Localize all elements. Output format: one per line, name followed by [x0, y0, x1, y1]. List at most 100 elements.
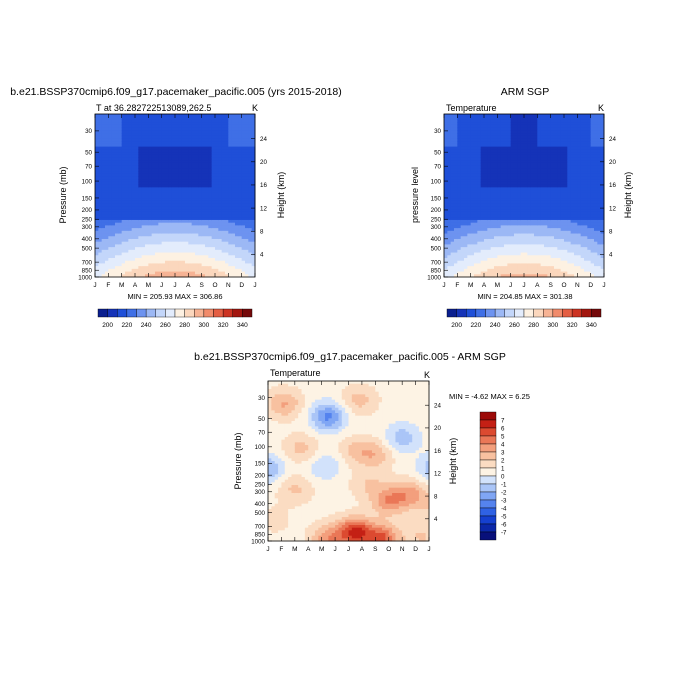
contour-cell: [175, 222, 179, 226]
contour-cell: [534, 222, 538, 226]
contour-cell: [510, 114, 515, 118]
contour-cell: [447, 114, 452, 118]
contour-cell: [510, 209, 515, 213]
contour-cell: [484, 154, 488, 158]
contour-cell: [198, 190, 203, 194]
contour-cell: [95, 138, 99, 142]
contour-cell: [195, 263, 199, 267]
contour-cell: [500, 176, 505, 180]
contour-cell: [151, 135, 156, 139]
contour-cell: [550, 238, 555, 243]
contour-cell: [225, 228, 229, 232]
contour-cell: [474, 219, 478, 224]
contour-cell: [504, 133, 508, 137]
contour-cell: [171, 130, 176, 134]
contour-cell: [228, 176, 233, 180]
contour-cell: [537, 141, 542, 145]
contour-cell: [135, 135, 139, 139]
contour-cell: [125, 263, 129, 267]
contour-cell: [487, 241, 492, 245]
contour-cell: [507, 222, 512, 226]
contour-cell: [121, 165, 126, 169]
contour-cell: [241, 241, 246, 245]
contour-cell: [218, 274, 223, 278]
contour-cell: [105, 217, 109, 221]
contour-cell: [145, 168, 149, 172]
contour-cell: [494, 176, 498, 180]
contour-cell: [131, 195, 136, 199]
contour-cell: [470, 141, 475, 145]
contour-cell: [128, 222, 133, 226]
contour-cell: [507, 173, 512, 177]
contour-cell: [188, 114, 193, 118]
contour-cell: [500, 214, 505, 218]
contour-cell: [527, 157, 532, 161]
contour-cell: [155, 274, 159, 278]
contour-cell: [245, 168, 249, 172]
contour-cell: [497, 160, 502, 164]
contour-cell: [474, 143, 478, 148]
contour-cell: [138, 165, 143, 169]
contour-cell: [98, 198, 103, 202]
contour-cell: [245, 114, 249, 118]
contour-cell: [507, 116, 512, 120]
contour-cell: [484, 209, 488, 213]
contour-cell: [205, 192, 209, 196]
contour-cell: [165, 233, 169, 237]
contour-cell: [514, 146, 518, 150]
contour-cell: [514, 263, 518, 267]
contour-cell: [550, 141, 555, 145]
contour-cell: [135, 157, 139, 161]
contour-cell: [181, 138, 186, 142]
contour-cell: [131, 152, 136, 156]
contour-cell: [138, 157, 143, 161]
contour-cell: [131, 192, 136, 196]
contour-cell: [514, 209, 518, 213]
contour-cell: [131, 211, 136, 216]
contour-cell: [470, 257, 475, 262]
contour-cell: [248, 260, 253, 264]
contour-cell: [550, 222, 555, 226]
contour-cell: [514, 249, 518, 254]
contour-cell: [208, 179, 213, 183]
contour-cell: [248, 271, 253, 275]
contour-cell: [108, 252, 113, 256]
contour-cell: [514, 247, 518, 251]
contour-cell: [550, 130, 555, 134]
contour-cell: [550, 257, 555, 262]
contour-cell: [168, 209, 173, 213]
contour-cell: [125, 127, 129, 131]
contour-cell: [517, 195, 522, 199]
contour-cell: [185, 257, 189, 262]
contour-cell: [554, 119, 558, 123]
contour-cell: [185, 236, 189, 240]
contour-cell: [540, 268, 545, 273]
contour-cell: [198, 255, 203, 259]
contour-cell: [467, 149, 472, 153]
contour-cell: [527, 138, 532, 142]
contour-cell: [484, 122, 488, 126]
contour-cell: [111, 124, 116, 129]
contour-cell: [467, 247, 472, 251]
contour-cell: [450, 157, 455, 161]
contour-cell: [470, 198, 475, 202]
contour-cell: [125, 168, 129, 172]
contour-cell: [221, 187, 226, 191]
contour-cell: [158, 146, 163, 150]
contour-cell: [168, 206, 173, 210]
contour-cell: [500, 152, 505, 156]
contour-cell: [215, 260, 219, 264]
contour-cell: [141, 228, 146, 232]
contour-cell: [168, 119, 173, 123]
contour-cell: [510, 244, 515, 248]
contour-cell: [474, 160, 478, 164]
contour-cell: [165, 143, 169, 148]
contour-cell: [195, 217, 199, 221]
contour-cell: [195, 266, 199, 270]
contour-cell: [444, 135, 448, 139]
contour-cell: [467, 173, 472, 177]
contour-cell: [168, 133, 173, 137]
contour-cell: [135, 266, 139, 270]
contour-cell: [235, 255, 239, 259]
contour-cell: [251, 116, 256, 120]
